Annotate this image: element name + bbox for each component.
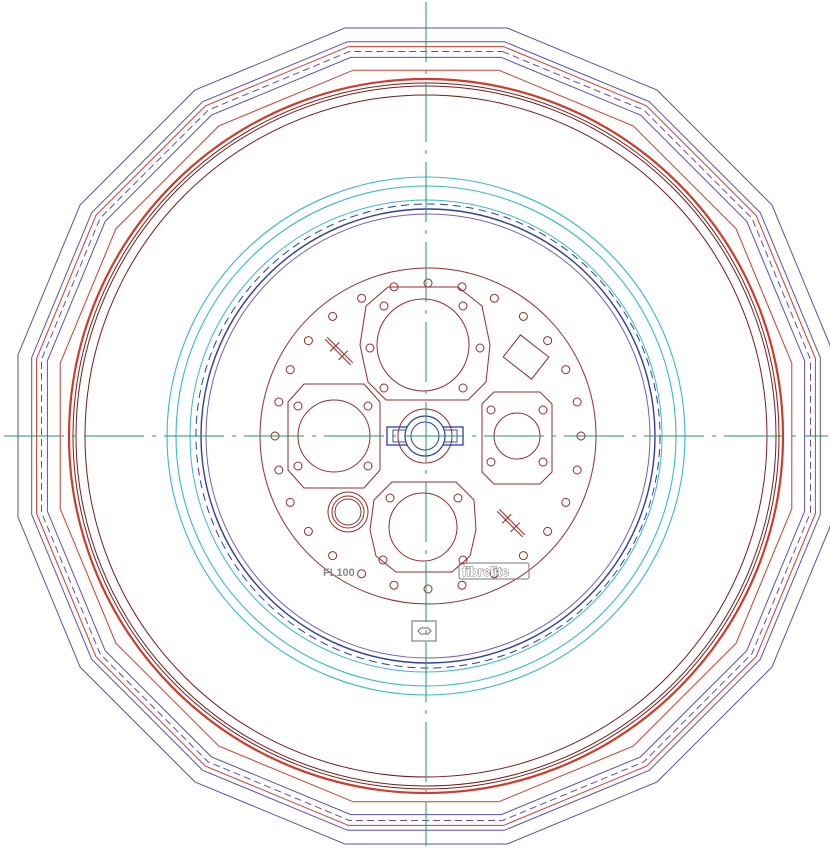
flange-bolt: [538, 457, 548, 467]
flange-bolt: [293, 461, 303, 471]
flange-bolt: [486, 405, 496, 415]
bolt-hole: [328, 551, 338, 561]
flange-bolt: [538, 405, 548, 415]
bolt-hole: [561, 365, 571, 375]
centerlines: [4, 2, 828, 846]
outer-polygon-dashed: [41, 51, 811, 821]
bolt-hole: [423, 278, 433, 288]
bolt-hole: [543, 526, 553, 536]
flange-bolt: [458, 383, 468, 393]
bolt-hole: [357, 569, 367, 579]
bolt-hole: [389, 580, 399, 590]
bolt-hole: [274, 397, 284, 407]
bolt-hole: [328, 311, 338, 321]
flange-bolt: [363, 401, 373, 411]
flange-bolt: [458, 301, 468, 311]
bolt-hole: [303, 526, 313, 536]
flange-bolt: [293, 401, 303, 411]
flange-bolt: [379, 383, 389, 393]
top-flange: [359, 286, 491, 401]
bolt-hole: [457, 580, 467, 590]
small-pipe-outer: [327, 491, 369, 533]
bolt-hole: [357, 293, 367, 303]
small-pipe: [327, 491, 369, 533]
flange-bolt: [379, 301, 389, 311]
inspection-symbol: [411, 620, 437, 642]
right-flange-outline: [481, 391, 553, 485]
top-flange-bore: [376, 298, 470, 392]
bolt-hole: [518, 311, 528, 321]
bolt-hole: [489, 569, 499, 579]
brand-logo: fibrelite: [462, 564, 509, 579]
bottom-flange: [369, 481, 477, 573]
small-pipe-inner: [334, 498, 362, 526]
bolt-hole: [285, 497, 295, 507]
flange-bolt: [378, 555, 388, 565]
bolt-hole: [572, 465, 582, 475]
flange-bolt: [458, 555, 468, 565]
outer-polygon: [46, 56, 806, 816]
right-flange: [481, 391, 553, 485]
bolt-hole: [518, 551, 528, 561]
flange-bolt: [365, 343, 375, 353]
left-flange-outline: [287, 383, 381, 489]
bottom-flange-outline: [369, 481, 477, 573]
bolt-hole: [285, 365, 295, 375]
inner-polygon-red: [59, 69, 793, 803]
flange-bolt: [385, 493, 395, 503]
bolt-hole: [274, 465, 284, 475]
access-hatch: [502, 334, 550, 380]
bottom-flange-bore: [388, 492, 458, 562]
bolt-hole: [423, 584, 433, 594]
top-flange-outline: [359, 286, 491, 401]
flange-bolt: [363, 461, 373, 471]
flange-bolt: [475, 343, 485, 353]
bolt-hole: [303, 336, 313, 346]
flange-bolt: [453, 493, 463, 503]
flange-bolt: [486, 457, 496, 467]
outer-polygon: [17, 27, 830, 845]
model-label: FL100: [323, 567, 355, 579]
small-pipe-mid: [331, 495, 365, 529]
brand-logo-frame: [458, 562, 530, 580]
bolt-hole: [543, 336, 553, 346]
outer-polygon-red: [36, 46, 816, 826]
outer-polygon-group: [17, 27, 830, 845]
bolt-hole: [561, 497, 571, 507]
bolt-hole: [572, 397, 582, 407]
outer-polygon: [31, 41, 821, 831]
lifting-handle: [496, 508, 526, 538]
lifting-handle: [324, 336, 354, 366]
bolt-hole: [489, 293, 499, 303]
